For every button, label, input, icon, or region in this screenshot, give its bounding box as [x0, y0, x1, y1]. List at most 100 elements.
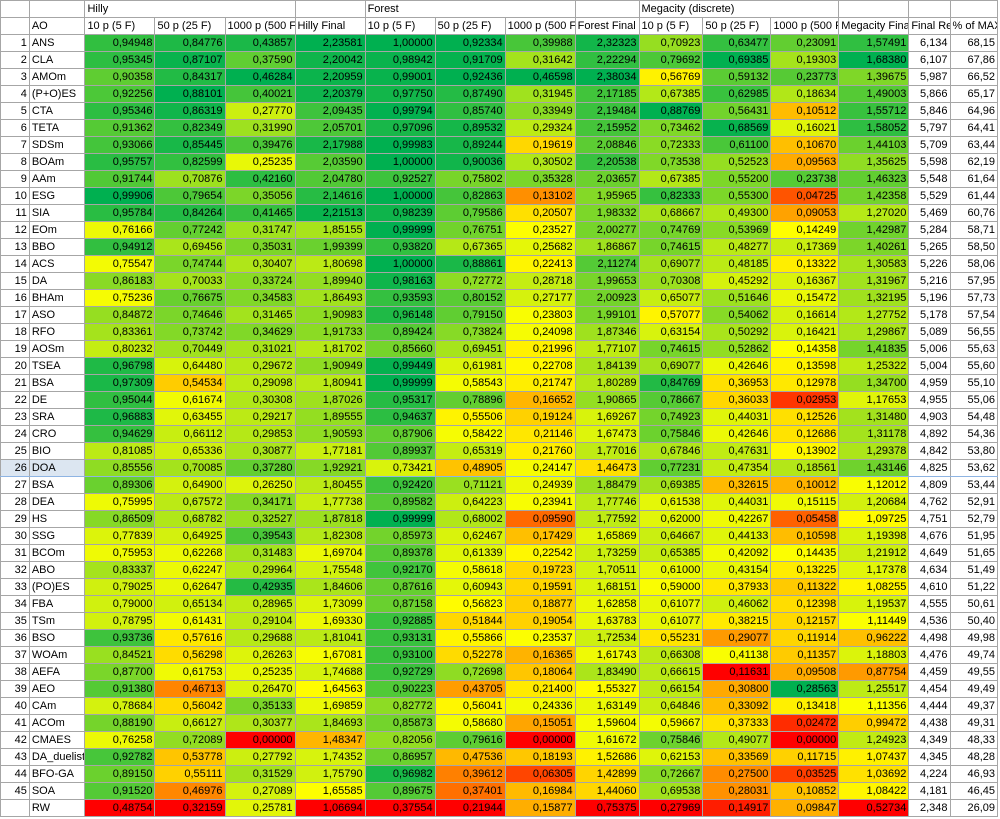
- value-cell-h50[interactable]: 0,64480: [154, 357, 226, 375]
- row-index-cell[interactable]: 33: [0, 578, 30, 596]
- value-cell-h10[interactable]: 0,80232: [84, 340, 156, 358]
- value-cell-ff[interactable]: 1,44060: [574, 782, 640, 800]
- value-cell-fr[interactable]: 4,955: [908, 391, 951, 409]
- value-cell-m1000[interactable]: 0,11715: [770, 748, 840, 766]
- value-cell-f1000[interactable]: 0,20507: [504, 204, 576, 222]
- value-cell-mf[interactable]: 1,30583: [838, 255, 910, 273]
- value-cell-ff[interactable]: 1,52686: [574, 748, 640, 766]
- value-cell-mf[interactable]: 1,07437: [838, 748, 910, 766]
- value-cell-m50[interactable]: 0,30800: [702, 680, 772, 698]
- value-cell-m10[interactable]: 0,74615: [638, 238, 704, 256]
- value-cell-h10[interactable]: 0,87700: [84, 663, 156, 681]
- value-cell-mf[interactable]: 1,27752: [838, 306, 910, 324]
- value-cell-pct[interactable]: 53,62: [949, 459, 998, 477]
- value-cell-pct[interactable]: 49,31: [949, 714, 998, 732]
- value-cell-h50[interactable]: 0,57616: [154, 629, 226, 647]
- header-megacity-final[interactable]: [838, 0, 910, 18]
- value-cell-ff[interactable]: 2,11274: [574, 255, 640, 273]
- value-cell-f50[interactable]: 0,60943: [434, 578, 506, 596]
- value-cell-m1000[interactable]: 0,14435: [770, 544, 840, 562]
- value-cell-f10[interactable]: 0,89937: [364, 442, 436, 460]
- value-cell-fr[interactable]: 4,762: [908, 493, 951, 511]
- value-cell-f1000[interactable]: 0,09590: [504, 510, 576, 528]
- value-cell-pct[interactable]: 61,64: [949, 170, 998, 188]
- value-cell-ff[interactable]: 1,46473: [574, 459, 640, 477]
- value-cell-f10[interactable]: 0,87158: [364, 595, 436, 613]
- value-cell-fr[interactable]: 5,216: [908, 272, 951, 290]
- value-cell-f10[interactable]: 0,92885: [364, 612, 436, 630]
- value-cell-f10[interactable]: 0,97750: [364, 85, 436, 103]
- row-index-cell[interactable]: 12: [0, 221, 30, 239]
- value-cell-fr[interactable]: 5,797: [908, 119, 951, 137]
- value-cell-h1000[interactable]: 0,34583: [224, 289, 296, 307]
- value-cell-mf[interactable]: 1,42358: [838, 187, 910, 205]
- value-cell-m10[interactable]: 0,78667: [638, 391, 704, 409]
- value-cell-fr[interactable]: 4,536: [908, 612, 951, 630]
- value-cell-m50[interactable]: 0,47354: [702, 459, 772, 477]
- value-cell-f1000[interactable]: 0,23941: [504, 493, 576, 511]
- value-cell-hf[interactable]: 1,87026: [294, 391, 366, 409]
- value-cell-mf[interactable]: 1,18803: [838, 646, 910, 664]
- value-cell-fr[interactable]: 6,107: [908, 51, 951, 69]
- value-cell-ff[interactable]: 1,83490: [574, 663, 640, 681]
- value-cell-mf[interactable]: 1,24923: [838, 731, 910, 749]
- value-cell-h10[interactable]: 0,94912: [84, 238, 156, 256]
- value-cell-f1000[interactable]: 0,19723: [504, 561, 576, 579]
- value-cell-f50[interactable]: 0,58618: [434, 561, 506, 579]
- algorithm-name-cell[interactable]: TSm: [28, 612, 86, 630]
- algorithm-name-cell[interactable]: CRO: [28, 425, 86, 443]
- algorithm-name-cell[interactable]: AMOm: [28, 68, 86, 86]
- header-forest-1000p[interactable]: 1000 p (500 F): [504, 17, 576, 35]
- value-cell-f50[interactable]: 0,52278: [434, 646, 506, 664]
- value-cell-h50[interactable]: 0,87107: [154, 51, 226, 69]
- value-cell-fr[interactable]: 4,181: [908, 782, 951, 800]
- value-cell-f10[interactable]: 0,95317: [364, 391, 436, 409]
- value-cell-pct[interactable]: 55,10: [949, 374, 998, 392]
- value-cell-h50[interactable]: 0,62647: [154, 578, 226, 596]
- value-cell-hf[interactable]: 1,99399: [294, 238, 366, 256]
- value-cell-h10[interactable]: 0,90358: [84, 68, 156, 86]
- row-index-cell[interactable]: 11: [0, 204, 30, 222]
- row-index-cell[interactable]: 6: [0, 119, 30, 137]
- value-cell-f10[interactable]: 0,37554: [364, 799, 436, 817]
- value-cell-f50[interactable]: 0,64223: [434, 493, 506, 511]
- value-cell-f1000[interactable]: 0,29324: [504, 119, 576, 137]
- value-cell-m10[interactable]: 0,69538: [638, 782, 704, 800]
- value-cell-m10[interactable]: 0,70923: [638, 34, 704, 52]
- value-cell-mf[interactable]: 1,44103: [838, 136, 910, 154]
- value-cell-h1000[interactable]: 0,25235: [224, 663, 296, 681]
- value-cell-f1000[interactable]: 0,13102: [504, 187, 576, 205]
- value-cell-h50[interactable]: 0,84264: [154, 204, 226, 222]
- value-cell-m10[interactable]: 0,74769: [638, 221, 704, 239]
- value-cell-pct[interactable]: 67,86: [949, 51, 998, 69]
- value-cell-m10[interactable]: 0,70308: [638, 272, 704, 290]
- value-cell-pct[interactable]: 68,15: [949, 34, 998, 52]
- value-cell-m1000[interactable]: 0,23091: [770, 34, 840, 52]
- value-cell-f1000[interactable]: 0,27177: [504, 289, 576, 307]
- value-cell-ff[interactable]: 1,62858: [574, 595, 640, 613]
- value-cell-pct[interactable]: 51,95: [949, 527, 998, 545]
- value-cell-ff[interactable]: 1,77592: [574, 510, 640, 528]
- value-cell-f10[interactable]: 0,93100: [364, 646, 436, 664]
- value-cell-m10[interactable]: 0,65077: [638, 289, 704, 307]
- value-cell-f50[interactable]: 0,73824: [434, 323, 506, 341]
- value-cell-f1000[interactable]: 0,21400: [504, 680, 576, 698]
- value-cell-f1000[interactable]: 0,19619: [504, 136, 576, 154]
- value-cell-pct[interactable]: 52,79: [949, 510, 998, 528]
- value-cell-mf[interactable]: 1,40261: [838, 238, 910, 256]
- value-cell-ff[interactable]: 2,03657: [574, 170, 640, 188]
- value-cell-fr[interactable]: 4,555: [908, 595, 951, 613]
- value-cell-m1000[interactable]: 0,18634: [770, 85, 840, 103]
- value-cell-f1000[interactable]: 0,23803: [504, 306, 576, 324]
- value-cell-ff[interactable]: 1,98332: [574, 204, 640, 222]
- value-cell-ff[interactable]: 2,00923: [574, 289, 640, 307]
- value-cell-pct[interactable]: 26,09: [949, 799, 998, 817]
- row-index-cell[interactable]: 22: [0, 391, 30, 409]
- value-cell-f1000[interactable]: 0,24147: [504, 459, 576, 477]
- value-cell-mf[interactable]: 1,17653: [838, 391, 910, 409]
- header-final-result-label[interactable]: Final Result: [908, 17, 951, 35]
- row-index-cell[interactable]: 19: [0, 340, 30, 358]
- value-cell-h50[interactable]: 0,66127: [154, 714, 226, 732]
- value-cell-hf[interactable]: 2,03590: [294, 153, 366, 171]
- value-cell-hf[interactable]: 1,84606: [294, 578, 366, 596]
